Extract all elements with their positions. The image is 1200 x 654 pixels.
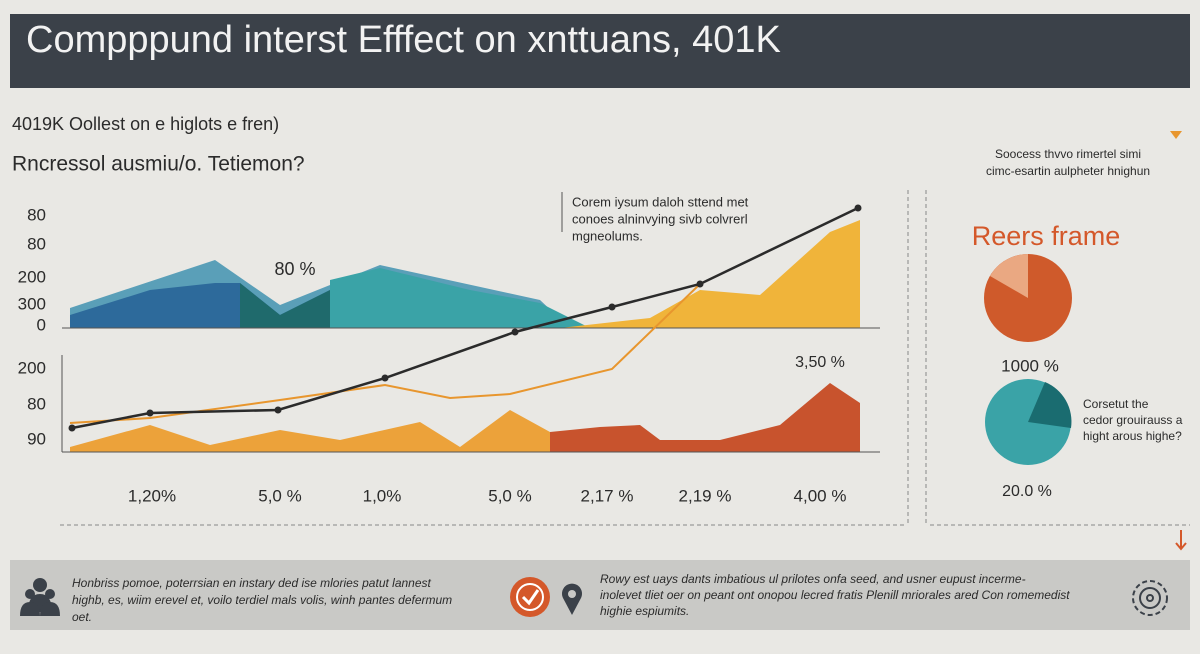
lower-areas — [70, 383, 860, 452]
bottom-labels: 1,20% 5,0 % 1,0% 5,0 % 2,17 % 2,19 % 4,0… — [128, 486, 847, 505]
annotation-line: Corem iysum daloh sttend met — [572, 194, 749, 209]
pie-slice — [1028, 382, 1072, 428]
footer-line: Rowy est uays dants imbatious ul prilote… — [600, 572, 1026, 586]
chart-label: 3,50 % — [795, 354, 845, 371]
footer-line: highie espiumits. — [600, 604, 689, 618]
axis-label: 0 — [37, 315, 46, 334]
bottom-label: 1,0% — [363, 486, 402, 505]
footer-line: oet. — [72, 610, 92, 624]
header-bar — [10, 14, 1190, 88]
lower-axis: 200 80 90 — [18, 358, 46, 448]
side-note: Corsetut the cedor grouirauss a hight ar… — [1083, 397, 1183, 443]
pie-slice — [990, 254, 1028, 298]
bottom-label: 5,0 % — [258, 486, 301, 505]
people-icon — [20, 578, 60, 616]
title: Compppund interst Efffect on xnttuans, 4… — [26, 19, 781, 61]
bottom-label: 2,17 % — [581, 486, 634, 505]
pie-label: 20.0 % — [1002, 483, 1052, 500]
axis-label: 200 — [18, 267, 46, 286]
upper-axis: 80 80 200 300 0 — [18, 205, 46, 334]
axis-label: 80 — [27, 394, 46, 413]
axis-label: 200 — [18, 358, 46, 377]
side-note-line: Corsetut the — [1083, 397, 1149, 411]
badge-icon — [510, 577, 550, 617]
arrow — [1175, 530, 1187, 551]
upper-areas — [70, 220, 860, 328]
axis-label: 300 — [18, 294, 46, 313]
dividers — [60, 190, 1190, 526]
subtitle: Rncressol ausmiu/o. Tetiemon? — [12, 153, 305, 176]
bottom-label: 1,20% — [128, 486, 176, 505]
annotation-line: mgneolums. — [572, 228, 643, 243]
side-heading: Reers frame — [972, 221, 1121, 251]
subtitle: 4019K Oollest on e higlots e fren) — [12, 114, 279, 134]
annotation-line: conoes alninvying sivb colvrerl — [572, 211, 748, 226]
side-note-line: hight arous highe? — [1083, 429, 1182, 443]
axis-label: 90 — [27, 429, 46, 448]
pie-label: 1000 % — [1001, 356, 1059, 375]
trend-line — [71, 206, 859, 430]
axis-label: 80 — [27, 234, 46, 253]
bottom-label: 5,0 % — [488, 486, 531, 505]
side-intro: Soocess thvvo rimertel simi cimc-esartin… — [986, 147, 1150, 178]
side-intro-line: Soocess thvvo rimertel simi — [995, 147, 1141, 161]
gear-icon — [1132, 580, 1168, 616]
footer-line: Honbriss pomoe, poterrsian en instary de… — [72, 576, 432, 590]
pin-icon — [562, 583, 582, 615]
axis-label: 80 — [27, 205, 46, 224]
footer-line: highb, es, wiim erevel et, voilo terdiel… — [72, 593, 452, 607]
footer-line: inolevet tliet oer on peant ont onopou l… — [600, 588, 1070, 602]
bottom-label: 2,19 % — [679, 486, 732, 505]
chart-label: 80 % — [274, 259, 315, 279]
marker — [1170, 131, 1182, 139]
bottom-label: 4,00 % — [794, 486, 847, 505]
footer-right: Rowy est uays dants imbatious ul prilote… — [600, 572, 1070, 618]
side-note-line: cedor grouirauss a — [1083, 413, 1183, 427]
orange-line — [69, 283, 701, 424]
footer-left: Honbriss pomoe, poterrsian en instary de… — [72, 576, 452, 624]
side-intro-line: cimc-esartin aulpheter hnighun — [986, 164, 1150, 178]
trend-points — [68, 204, 862, 432]
footer-band — [10, 560, 1190, 630]
annotation: Corem iysum daloh sttend met conoes alni… — [572, 194, 749, 243]
